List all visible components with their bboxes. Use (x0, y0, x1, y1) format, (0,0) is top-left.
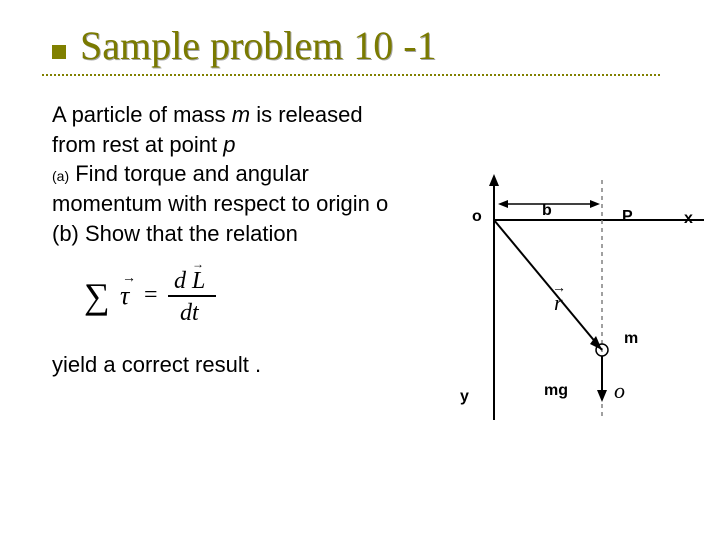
r-label: r (554, 290, 563, 315)
var-p: p (223, 132, 235, 157)
sigma-symbol: ∑ (84, 276, 110, 316)
part-a: Find torque and angular momentum with re… (52, 161, 388, 216)
label-b: b (542, 202, 552, 220)
label-o: o (472, 208, 482, 226)
label-P: P (622, 208, 633, 226)
title-bullet (52, 45, 66, 59)
part-a-tag: (a) (52, 168, 69, 184)
frac-bot: dt (180, 300, 200, 326)
line1a: A particle of mass (52, 102, 232, 127)
yield-text: yield a correct result . (52, 352, 261, 377)
equation: ∑ → τ = → d L dt (80, 262, 412, 336)
page-title: Sample problem 10 -1 (80, 24, 437, 68)
mg-arrowhead (597, 390, 607, 402)
physics-diagram: → r o o b P x y m mg (404, 160, 714, 440)
b-right-arrowhead (590, 200, 600, 208)
label-mg: mg (544, 382, 568, 400)
body-text: A particle of mass m is released from re… (52, 100, 412, 380)
equals: = (144, 282, 158, 308)
origin-o-italic: o (614, 378, 625, 403)
label-m: m (624, 330, 638, 348)
title-underline (42, 74, 660, 76)
frac-top: d L (174, 268, 205, 294)
part-b: (b) Show that the relation (52, 221, 298, 246)
y-up-arrowhead (489, 174, 499, 186)
label-y: y (460, 388, 469, 406)
b-left-arrowhead (498, 200, 508, 208)
label-x: x (684, 210, 693, 228)
var-m: m (232, 102, 250, 127)
r-vector (494, 220, 602, 350)
